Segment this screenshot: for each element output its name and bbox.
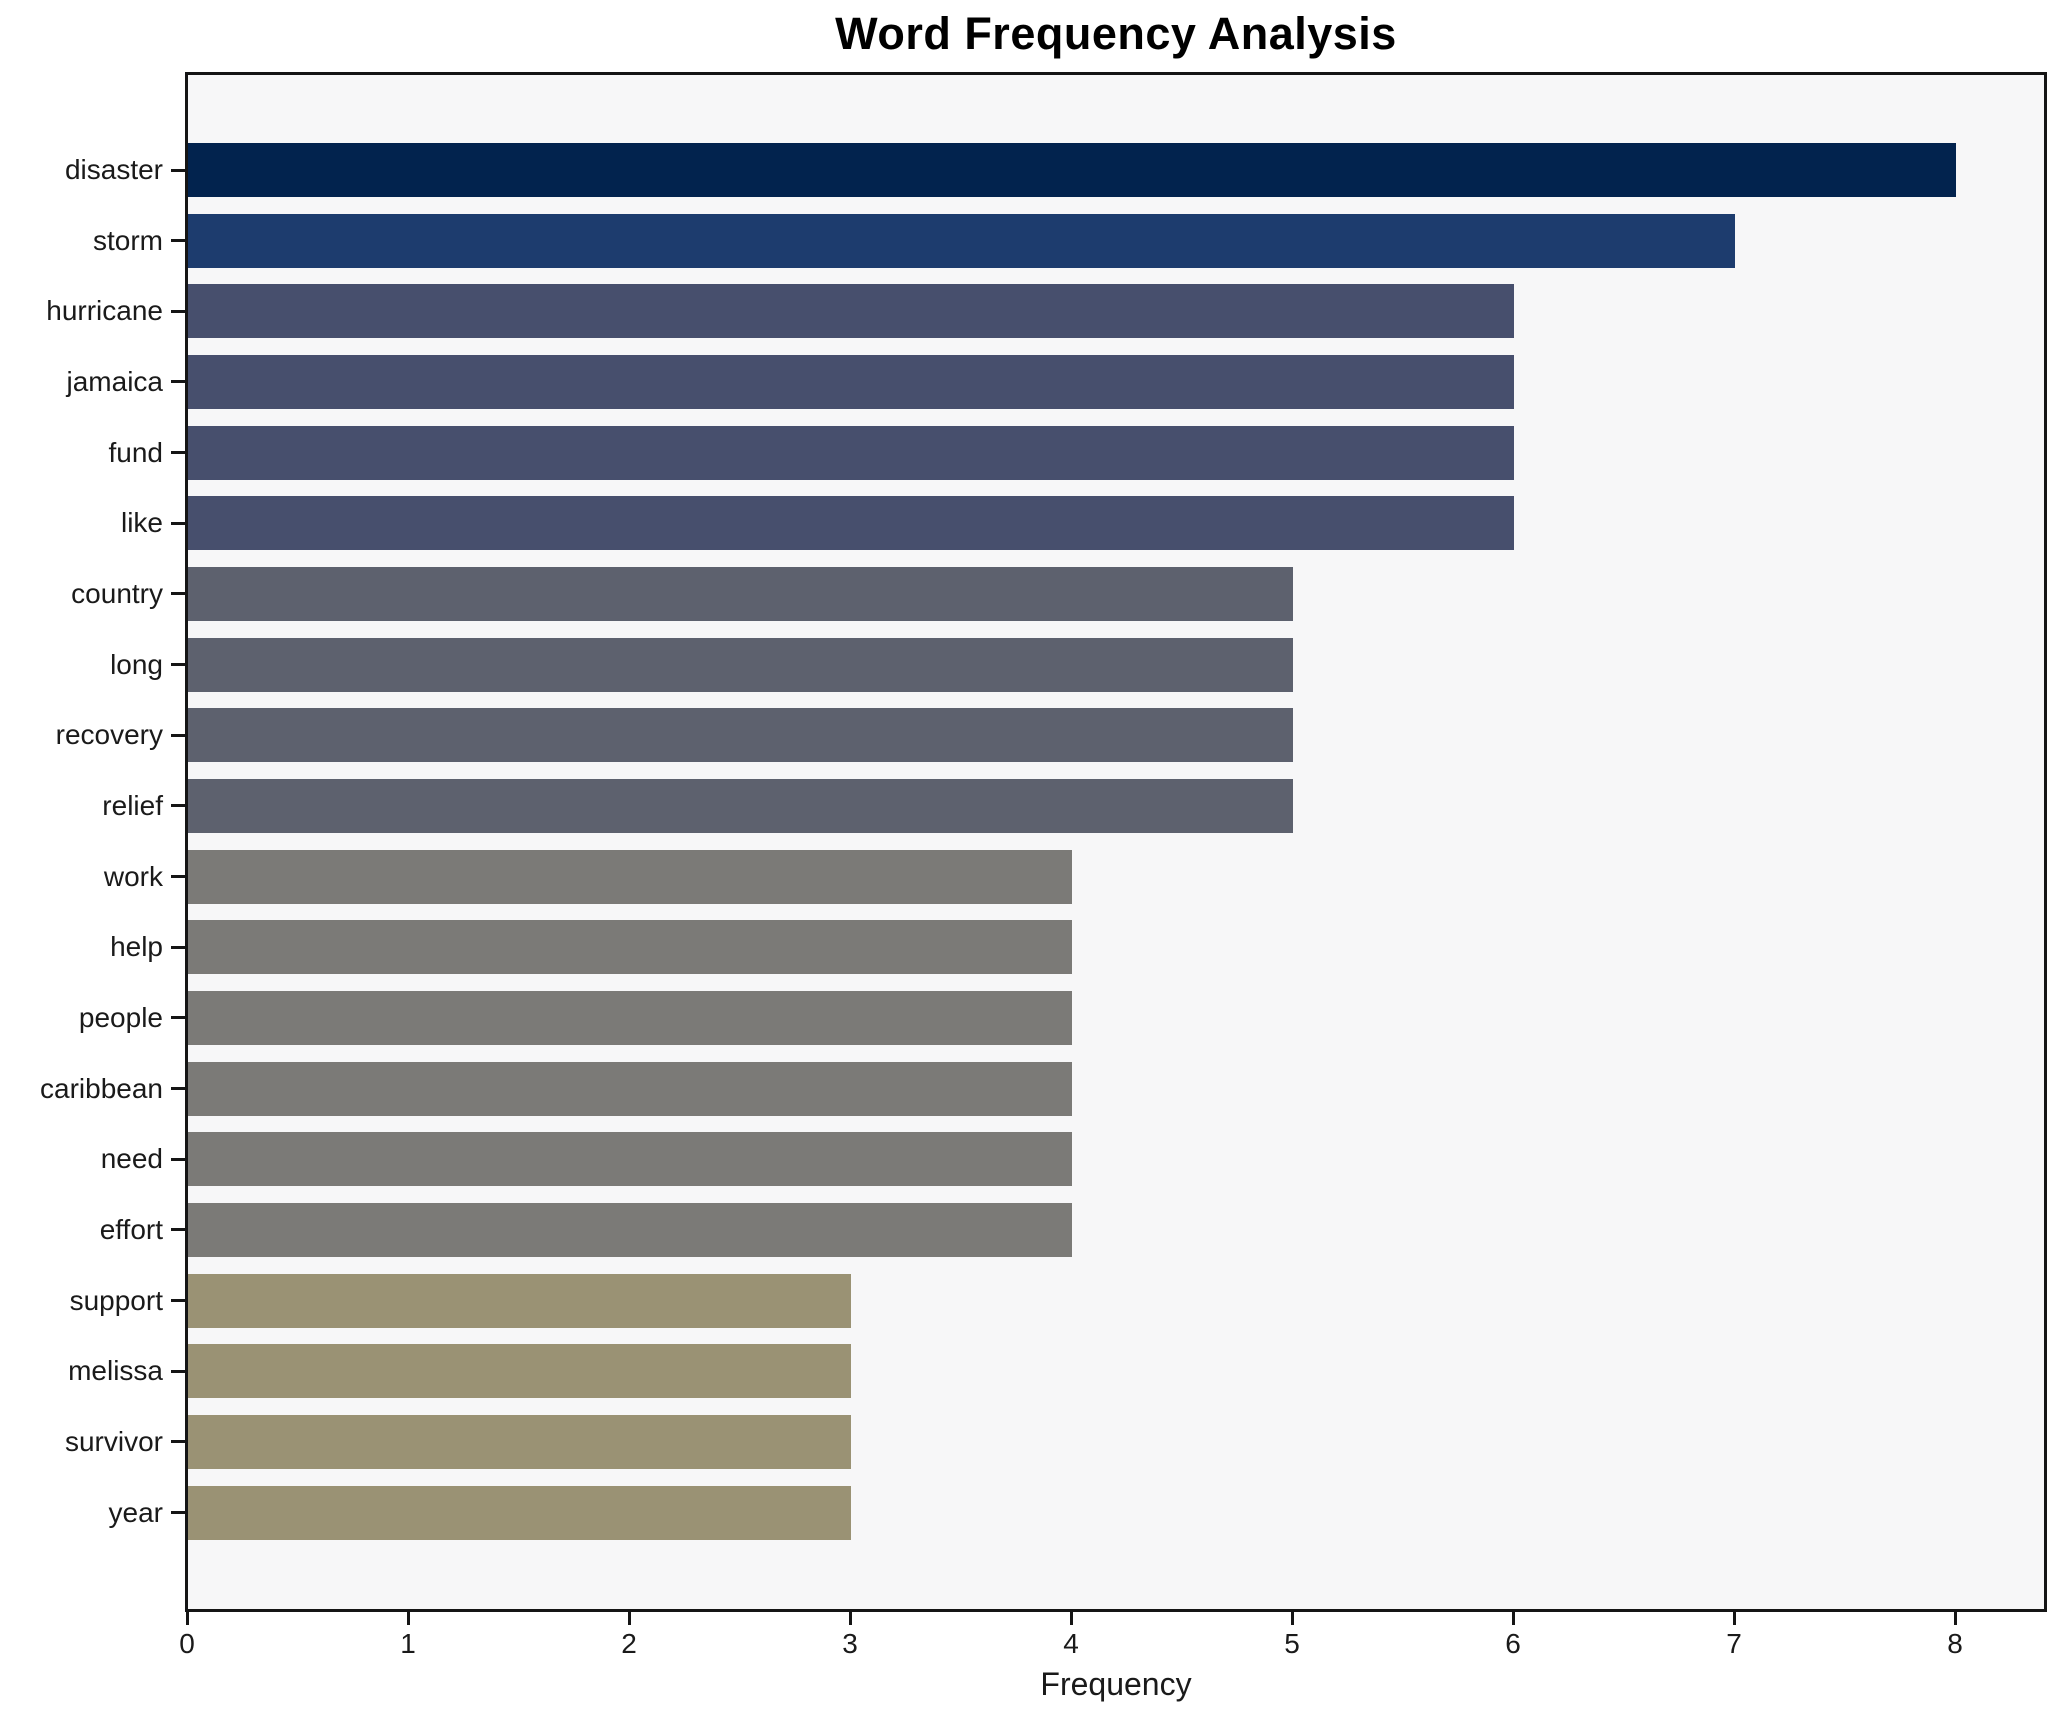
x-tick-mark	[1511, 1612, 1515, 1625]
y-tick-mark	[171, 1511, 186, 1515]
y-tick-mark	[171, 168, 186, 172]
x-tick-label-6: 6	[1505, 1628, 1521, 1659]
bar-hurricane	[188, 284, 1514, 339]
y-tick-label-storm: storm	[93, 224, 163, 256]
y-tick-label-relief: relief	[102, 789, 163, 821]
y-tick-label-work: work	[103, 860, 163, 892]
x-axis-label: Frequency	[1040, 1666, 1192, 1702]
y-tick-mark	[171, 451, 186, 455]
bar-survivor	[188, 1414, 851, 1469]
bar-work	[188, 849, 1072, 904]
bar-support	[188, 1273, 851, 1328]
y-tick-mark	[171, 239, 186, 243]
x-tick-mark	[1953, 1612, 1957, 1625]
y-tick-mark	[171, 1157, 186, 1161]
y-tick-label-melissa: melissa	[68, 1355, 163, 1387]
y-tick-mark	[171, 663, 186, 667]
y-tick-label-hurricane: hurricane	[46, 295, 163, 327]
x-tick-mark	[1732, 1612, 1736, 1625]
y-tick-label-support: support	[69, 1284, 163, 1316]
y-tick-label-caribbean: caribbean	[40, 1072, 163, 1104]
x-tick-mark	[1290, 1612, 1294, 1625]
bar-need	[188, 1132, 1072, 1187]
y-tick-mark	[171, 804, 186, 808]
bar-caribbean	[188, 1061, 1072, 1116]
y-tick-mark	[171, 1228, 186, 1232]
y-tick-label-jamaica: jamaica	[66, 365, 163, 397]
y-tick-mark	[171, 1369, 186, 1373]
x-tick-mark	[848, 1612, 852, 1625]
y-tick-mark	[171, 521, 186, 525]
y-tick-mark	[171, 875, 186, 879]
bar-help	[188, 920, 1072, 975]
x-tick-mark	[406, 1612, 410, 1625]
y-tick-label-survivor: survivor	[64, 1425, 163, 1457]
y-tick-label-long: long	[110, 648, 163, 680]
chart-title: Word Frequency Analysis	[835, 8, 1397, 59]
bar-year	[188, 1485, 851, 1540]
x-tick-mark	[1069, 1612, 1073, 1625]
y-tick-mark	[171, 1087, 186, 1091]
bar-like	[188, 496, 1514, 551]
x-tick-label-3: 3	[842, 1628, 858, 1659]
x-tick-mark	[185, 1612, 189, 1625]
bar-people	[188, 990, 1072, 1045]
y-tick-label-disaster: disaster	[64, 154, 163, 185]
plot-area	[185, 72, 2047, 1612]
x-tick-mark	[627, 1612, 631, 1625]
y-tick-label-help: help	[110, 931, 163, 963]
y-tick-mark	[171, 380, 186, 384]
x-tick-label-8: 8	[1947, 1628, 1963, 1659]
bar-disaster	[188, 143, 1956, 197]
bar-country	[188, 566, 1293, 621]
x-tick-label-4: 4	[1063, 1628, 1079, 1659]
y-tick-mark	[171, 1016, 186, 1020]
y-tick-mark	[171, 592, 186, 596]
x-tick-label-2: 2	[621, 1628, 637, 1659]
y-tick-label-effort: effort	[99, 1213, 163, 1245]
y-tick-mark	[171, 1299, 186, 1303]
y-tick-label-fund: fund	[108, 436, 164, 468]
bar-effort	[188, 1202, 1072, 1257]
y-tick-mark	[171, 945, 186, 949]
x-tick-label-5: 5	[1284, 1628, 1300, 1659]
y-tick-label-need: need	[100, 1143, 163, 1175]
bar-long	[188, 637, 1293, 692]
bar-relief	[188, 778, 1293, 833]
x-tick-label-1: 1	[400, 1628, 416, 1659]
bar-jamaica	[188, 354, 1514, 409]
x-tick-label-0: 0	[179, 1628, 195, 1659]
bar-fund	[188, 425, 1514, 480]
y-tick-mark	[171, 733, 186, 737]
y-tick-label-like: like	[120, 507, 163, 539]
y-tick-mark	[171, 309, 186, 313]
y-tick-label-people: people	[78, 1001, 163, 1033]
bar-recovery	[188, 708, 1293, 763]
y-tick-label-country: country	[71, 577, 163, 609]
y-tick-label-year: year	[108, 1496, 163, 1528]
bar-storm	[188, 213, 1735, 268]
bar-melissa	[188, 1344, 851, 1399]
y-tick-label-recovery: recovery	[55, 719, 163, 751]
x-tick-label-7: 7	[1726, 1628, 1742, 1659]
y-tick-mark	[171, 1440, 186, 1444]
